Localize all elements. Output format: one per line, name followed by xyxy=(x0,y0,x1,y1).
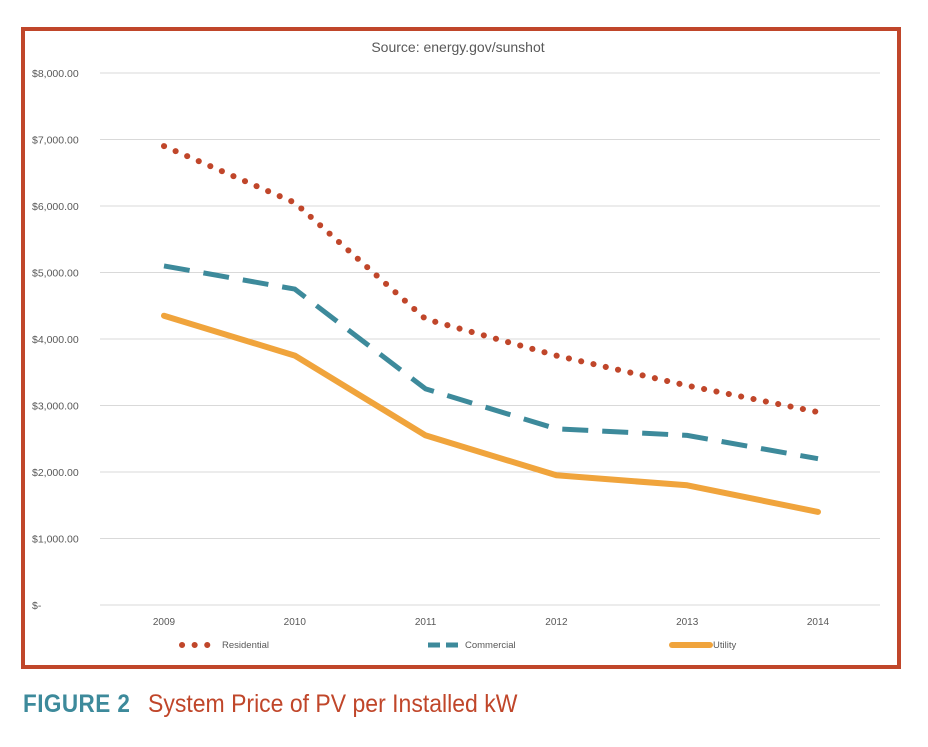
x-tick-label: 2014 xyxy=(807,617,830,628)
y-tick-label: $4,000.00 xyxy=(32,334,79,346)
figure-label: FIGURE 2 xyxy=(23,690,131,718)
series-line-commercial xyxy=(163,263,819,462)
y-tick-label: $2,000.00 xyxy=(32,467,79,479)
legend-label-utility: Utility xyxy=(713,640,736,651)
x-tick-label: 2011 xyxy=(415,617,437,628)
y-tick-label: $8,000.00 xyxy=(32,68,79,80)
series-line-residential xyxy=(161,143,821,416)
x-tick-label: 2010 xyxy=(284,617,307,628)
y-tick-label: $- xyxy=(32,600,42,612)
y-tick-label: $3,000.00 xyxy=(32,401,79,413)
data-point-residential xyxy=(687,385,688,386)
chart-frame xyxy=(21,27,901,669)
data-point-residential xyxy=(294,202,295,203)
x-tick-label: 2009 xyxy=(153,617,176,628)
y-tick-label: $1,000.00 xyxy=(32,534,79,546)
x-tick-label: 2013 xyxy=(676,617,699,628)
x-tick-label: 2012 xyxy=(545,617,568,628)
figure-caption: FIGURE 2 System Price of PV per Installe… xyxy=(23,690,550,726)
y-tick-label: $5,000.00 xyxy=(32,268,79,280)
chart-title: Source: energy.gov/sunshot xyxy=(371,39,544,55)
figure-title: System Price of PV per Installed kW xyxy=(148,690,518,718)
y-tick-label: $7,000.00 xyxy=(32,135,79,147)
chart: Source: energy.gov/sunshot $- $1,000.00 $2,… xyxy=(32,39,880,651)
legend-label-commercial: Commercial xyxy=(465,640,516,651)
legend-label-residential: Residential xyxy=(222,640,269,651)
y-tick-label: $6,000.00 xyxy=(32,201,79,213)
data-point-commercial xyxy=(556,428,557,429)
series-line-utility xyxy=(161,312,821,515)
